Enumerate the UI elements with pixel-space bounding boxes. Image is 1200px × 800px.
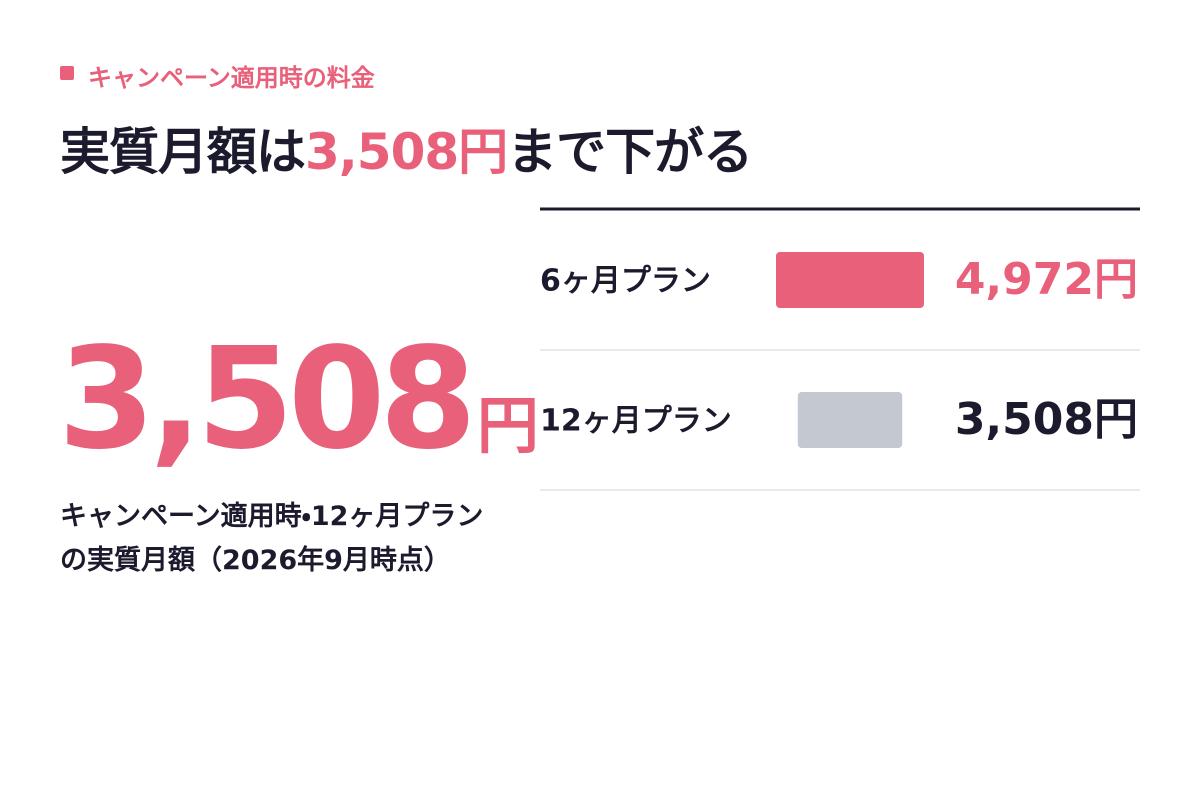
plan-price: 3,508円: [955, 394, 1138, 445]
bar: [797, 392, 903, 448]
big-price: 3,508円: [58, 318, 539, 481]
headline-text: まで下がる: [507, 123, 753, 181]
price-note: キャンペーン適用時・12ヶ月プランの実質月額（2026年9月時点）: [60, 501, 484, 576]
eyebrow-marker: [60, 66, 74, 80]
plan-price: 4,972円: [955, 254, 1138, 305]
plan-label: 6ヶ月プラン: [540, 264, 711, 299]
bar: [776, 252, 924, 308]
big-price-unit: 円: [476, 389, 539, 462]
eyebrow: キャンペーン適用時の料金: [88, 64, 375, 92]
headline-highlight: 3,508円: [305, 123, 508, 181]
headline: 実質月額は3,508円まで下がる: [60, 112, 753, 184]
plan-label: 12ヶ月プラン: [540, 404, 732, 439]
big-price-value: 3,508: [58, 318, 477, 481]
headline-text: 実質月額は: [60, 123, 306, 181]
